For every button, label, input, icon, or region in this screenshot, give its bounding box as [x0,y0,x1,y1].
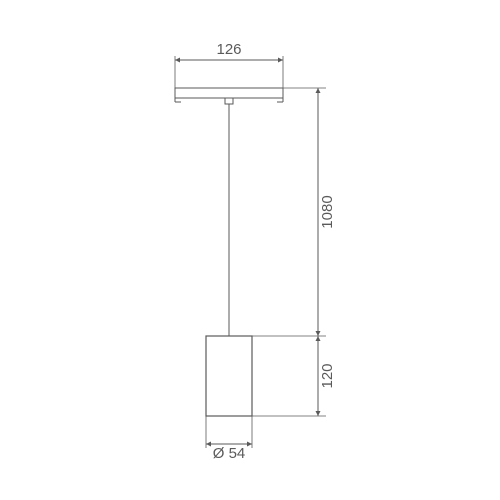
cable-junction [225,98,233,104]
dim-label-diameter: Ø 54 [213,445,246,462]
canopy [175,88,283,98]
dim-label-top-width: 126 [216,41,241,58]
dim-label-height-total: 1080 [319,195,336,228]
dim-label-height-body: 120 [319,363,336,388]
lamp-body [206,336,252,416]
